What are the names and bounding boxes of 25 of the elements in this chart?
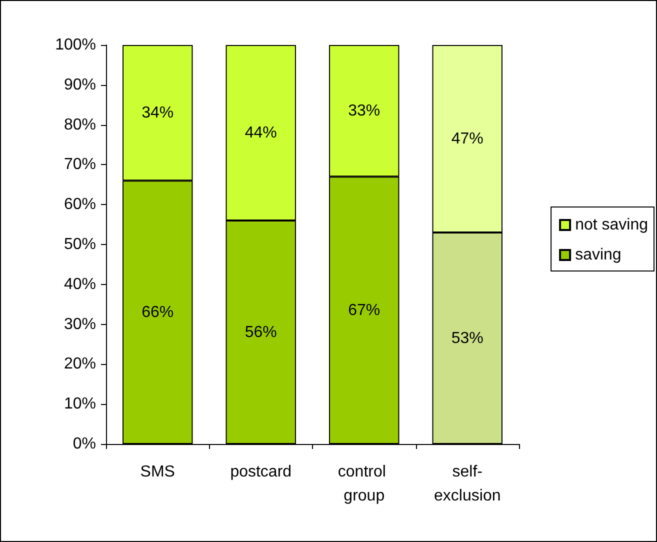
legend-label: not saving — [575, 216, 648, 234]
y-tick-label: 0% — [72, 436, 96, 452]
data-label: 56% — [244, 324, 277, 341]
data-label: 67% — [348, 302, 380, 319]
data-label: 34% — [142, 104, 174, 122]
y-tick-label: 100% — [55, 36, 96, 54]
x-tick-label: self-exclusion — [434, 464, 501, 504]
y-tick-label: 20% — [64, 356, 96, 373]
y-tick-label: 80% — [64, 116, 96, 134]
y-tick-label: 70% — [64, 156, 96, 174]
x-tick-label: SMS — [140, 464, 175, 480]
y-tick-label: 60% — [64, 196, 96, 214]
x-tick-label: postcard — [230, 464, 292, 480]
data-label: 47% — [451, 130, 484, 148]
legend-label: saving — [575, 246, 622, 264]
data-label: 44% — [244, 124, 277, 142]
y-tick-label: 50% — [64, 236, 96, 253]
data-label: 33% — [348, 102, 380, 120]
y-tick-label: 30% — [64, 316, 96, 333]
data-label: 66% — [142, 304, 174, 321]
y-tick-label: 10% — [64, 396, 96, 413]
y-tick-label: 40% — [64, 276, 96, 293]
x-tick-label: control group — [338, 464, 390, 504]
data-label: 53% — [451, 330, 484, 347]
y-tick-label: 90% — [64, 76, 96, 94]
